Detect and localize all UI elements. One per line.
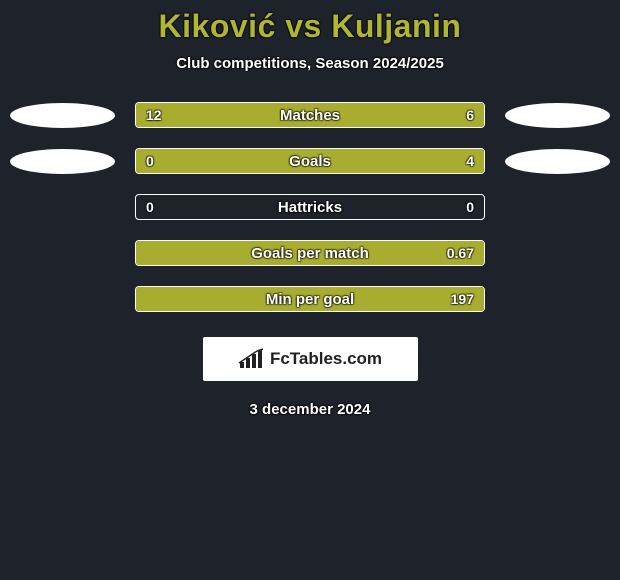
- brand-label: FcTables.com: [270, 349, 382, 369]
- stat-bar: Min per goal197: [135, 286, 485, 312]
- stat-value-right: 4: [466, 149, 474, 173]
- stat-bar: Hattricks0 0: [135, 194, 485, 220]
- stat-label: Matches: [136, 103, 484, 127]
- stat-row: Goals per match0.67: [0, 240, 620, 266]
- stat-value-right: 6: [466, 103, 474, 127]
- player-left-ellipse: [10, 149, 115, 174]
- stat-value-right: 0.67: [447, 241, 474, 265]
- subtitle: Club competitions, Season 2024/2025: [0, 55, 620, 72]
- chart-icon: [238, 348, 264, 370]
- stat-value-left: 0: [146, 195, 154, 219]
- stat-row: Min per goal197: [0, 286, 620, 312]
- stat-label: Goals per match: [136, 241, 484, 265]
- stats-rows: Matches126Goals04Hattricks00Goals per ma…: [0, 102, 620, 312]
- brand-box[interactable]: FcTables.com: [203, 337, 418, 381]
- widget-root: Kiković vs Kuljanin Club competitions, S…: [0, 0, 620, 580]
- stat-label: Goals: [136, 149, 484, 173]
- spacer: [10, 195, 115, 220]
- stat-value-left: 12: [146, 103, 162, 127]
- stat-row: Matches12 6: [0, 102, 620, 128]
- spacer: [505, 287, 610, 312]
- stat-value-right: 0: [466, 195, 474, 219]
- page-title: Kiković vs Kuljanin: [0, 0, 620, 45]
- stat-row: Hattricks0 0: [0, 194, 620, 220]
- spacer: [10, 241, 115, 266]
- stat-value-left: 0: [146, 149, 154, 173]
- stat-label: Min per goal: [136, 287, 484, 311]
- stat-bar: Goals0 4: [135, 148, 485, 174]
- player-right-ellipse: [505, 103, 610, 128]
- spacer: [505, 195, 610, 220]
- stat-label: Hattricks: [136, 195, 484, 219]
- spacer: [10, 287, 115, 312]
- stat-bar: Goals per match0.67: [135, 240, 485, 266]
- stat-bar: Matches12 6: [135, 102, 485, 128]
- date-label: 3 december 2024: [0, 401, 620, 418]
- player-left-ellipse: [10, 103, 115, 128]
- player-right-ellipse: [505, 149, 610, 174]
- stat-row: Goals0 4: [0, 148, 620, 174]
- spacer: [505, 241, 610, 266]
- stat-value-right: 197: [451, 287, 474, 311]
